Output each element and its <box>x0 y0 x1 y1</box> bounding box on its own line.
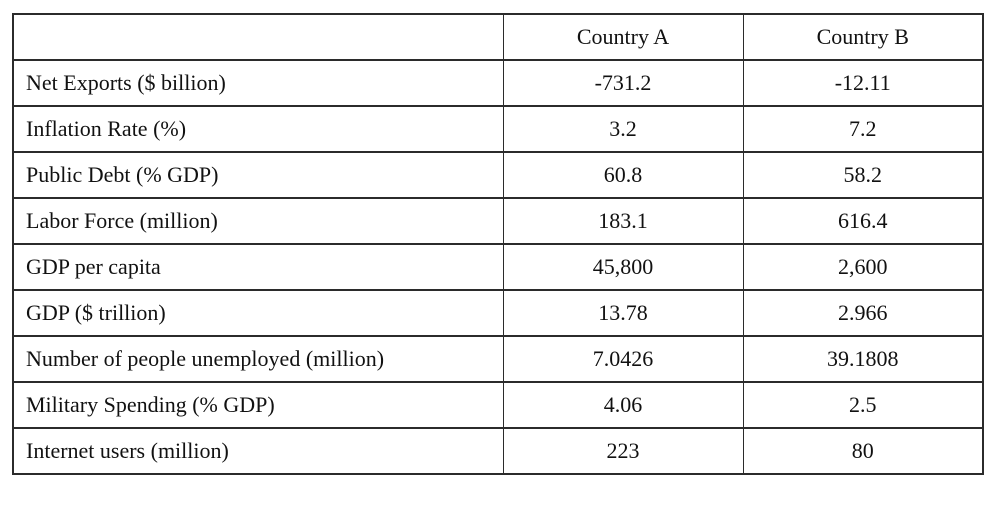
table-row: Public Debt (% GDP) 60.8 58.2 <box>12 151 984 199</box>
table-row: Net Exports ($ billion) -731.2 -12.11 <box>12 59 984 107</box>
country-a-value: 13.78 <box>502 289 744 337</box>
row-label: GDP ($ trillion) <box>12 289 504 337</box>
country-a-value: 7.0426 <box>502 335 744 383</box>
table-row: Number of people unemployed (million) 7.… <box>12 335 984 383</box>
table-row: Military Spending (% GDP) 4.06 2.5 <box>12 381 984 429</box>
row-label: Internet users (million) <box>12 427 504 475</box>
table-row: GDP per capita 45,800 2,600 <box>12 243 984 291</box>
country-comparison-table: Country A Country B Net Exports ($ billi… <box>12 13 984 475</box>
country-comparison-table-container: Country A Country B Net Exports ($ billi… <box>12 13 984 475</box>
country-b-value: 616.4 <box>742 197 984 245</box>
country-b-value: 2.5 <box>742 381 984 429</box>
table-row: Inflation Rate (%) 3.2 7.2 <box>12 105 984 153</box>
country-a-value: 223 <box>502 427 744 475</box>
table-row: Labor Force (million) 183.1 616.4 <box>12 197 984 245</box>
row-label: Labor Force (million) <box>12 197 504 245</box>
country-a-value: 183.1 <box>502 197 744 245</box>
country-a-value: -731.2 <box>502 59 744 107</box>
row-label: Public Debt (% GDP) <box>12 151 504 199</box>
country-b-value: -12.11 <box>742 59 984 107</box>
row-label: Inflation Rate (%) <box>12 105 504 153</box>
row-label: GDP per capita <box>12 243 504 291</box>
country-b-value: 2.966 <box>742 289 984 337</box>
header-row: Country A Country B <box>12 13 984 61</box>
country-b-value: 80 <box>742 427 984 475</box>
header-empty-cell <box>12 13 504 61</box>
table-row: GDP ($ trillion) 13.78 2.966 <box>12 289 984 337</box>
country-b-value: 39.1808 <box>742 335 984 383</box>
country-a-value: 60.8 <box>502 151 744 199</box>
country-b-value: 2,600 <box>742 243 984 291</box>
country-a-value: 4.06 <box>502 381 744 429</box>
country-b-value: 58.2 <box>742 151 984 199</box>
row-label: Net Exports ($ billion) <box>12 59 504 107</box>
table-row: Internet users (million) 223 80 <box>12 427 984 475</box>
country-b-value: 7.2 <box>742 105 984 153</box>
header-country-a: Country A <box>502 13 744 61</box>
row-label: Number of people unemployed (million) <box>12 335 504 383</box>
row-label: Military Spending (% GDP) <box>12 381 504 429</box>
country-a-value: 3.2 <box>502 105 744 153</box>
header-country-b: Country B <box>742 13 984 61</box>
country-a-value: 45,800 <box>502 243 744 291</box>
